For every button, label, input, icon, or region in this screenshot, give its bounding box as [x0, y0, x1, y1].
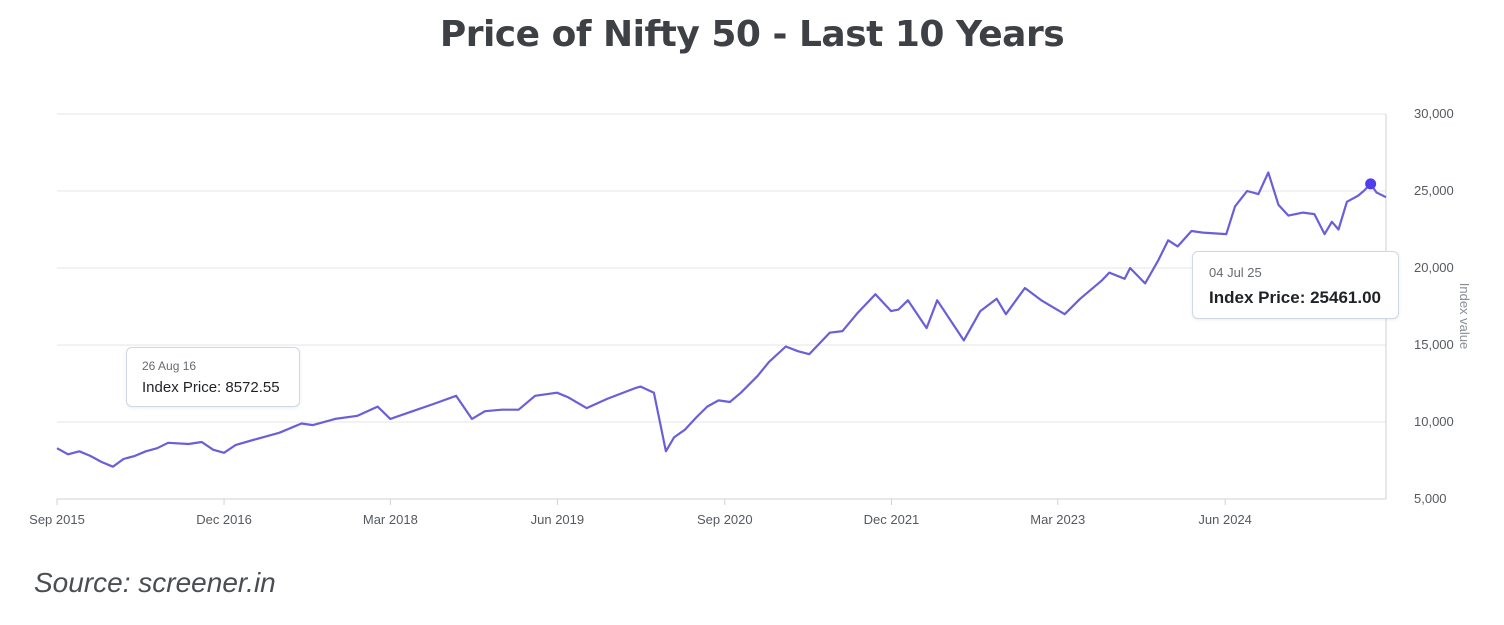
x-tick-label: Jun 2019 — [531, 512, 585, 527]
tooltip-jul-2025: 04 Jul 25 Index Price: 25461.00 — [1192, 251, 1399, 319]
tooltip-price: Index Price: 8572.55 — [142, 379, 280, 396]
x-tick-label: Sep 2015 — [29, 512, 85, 527]
chart-title: Price of Nifty 50 - Last 10 Years — [439, 14, 1065, 55]
y-axis-title: Index value — [1457, 283, 1472, 350]
y-tick-label: 15,000 — [1414, 337, 1454, 352]
y-tick-label: 25,000 — [1414, 183, 1454, 198]
y-tick-label: 10,000 — [1414, 414, 1454, 429]
x-tick-label: Mar 2018 — [363, 512, 418, 527]
x-tick-label: Sep 2020 — [697, 512, 753, 527]
highlight-point — [1365, 178, 1377, 190]
x-tick-label: Dec 2016 — [196, 512, 252, 527]
tooltip-aug-2016: 26 Aug 16 Index Price: 8572.55 — [126, 347, 300, 407]
x-tick-label: Dec 2021 — [864, 512, 920, 527]
tooltip-price: Index Price: 25461.00 — [1209, 288, 1382, 307]
tooltip-date: 26 Aug 16 — [142, 359, 197, 373]
index-price-line — [56, 171, 1387, 468]
y-tick-label: 5,000 — [1414, 491, 1447, 506]
tooltip-date: 04 Jul 25 — [1209, 265, 1262, 280]
x-tick-label: Mar 2023 — [1030, 512, 1085, 527]
source-caption: Source: screener.in — [34, 567, 276, 598]
y-tick-label: 20,000 — [1414, 260, 1454, 275]
x-tick-label: Jun 2024 — [1198, 512, 1252, 527]
y-tick-label: 30,000 — [1414, 106, 1454, 121]
